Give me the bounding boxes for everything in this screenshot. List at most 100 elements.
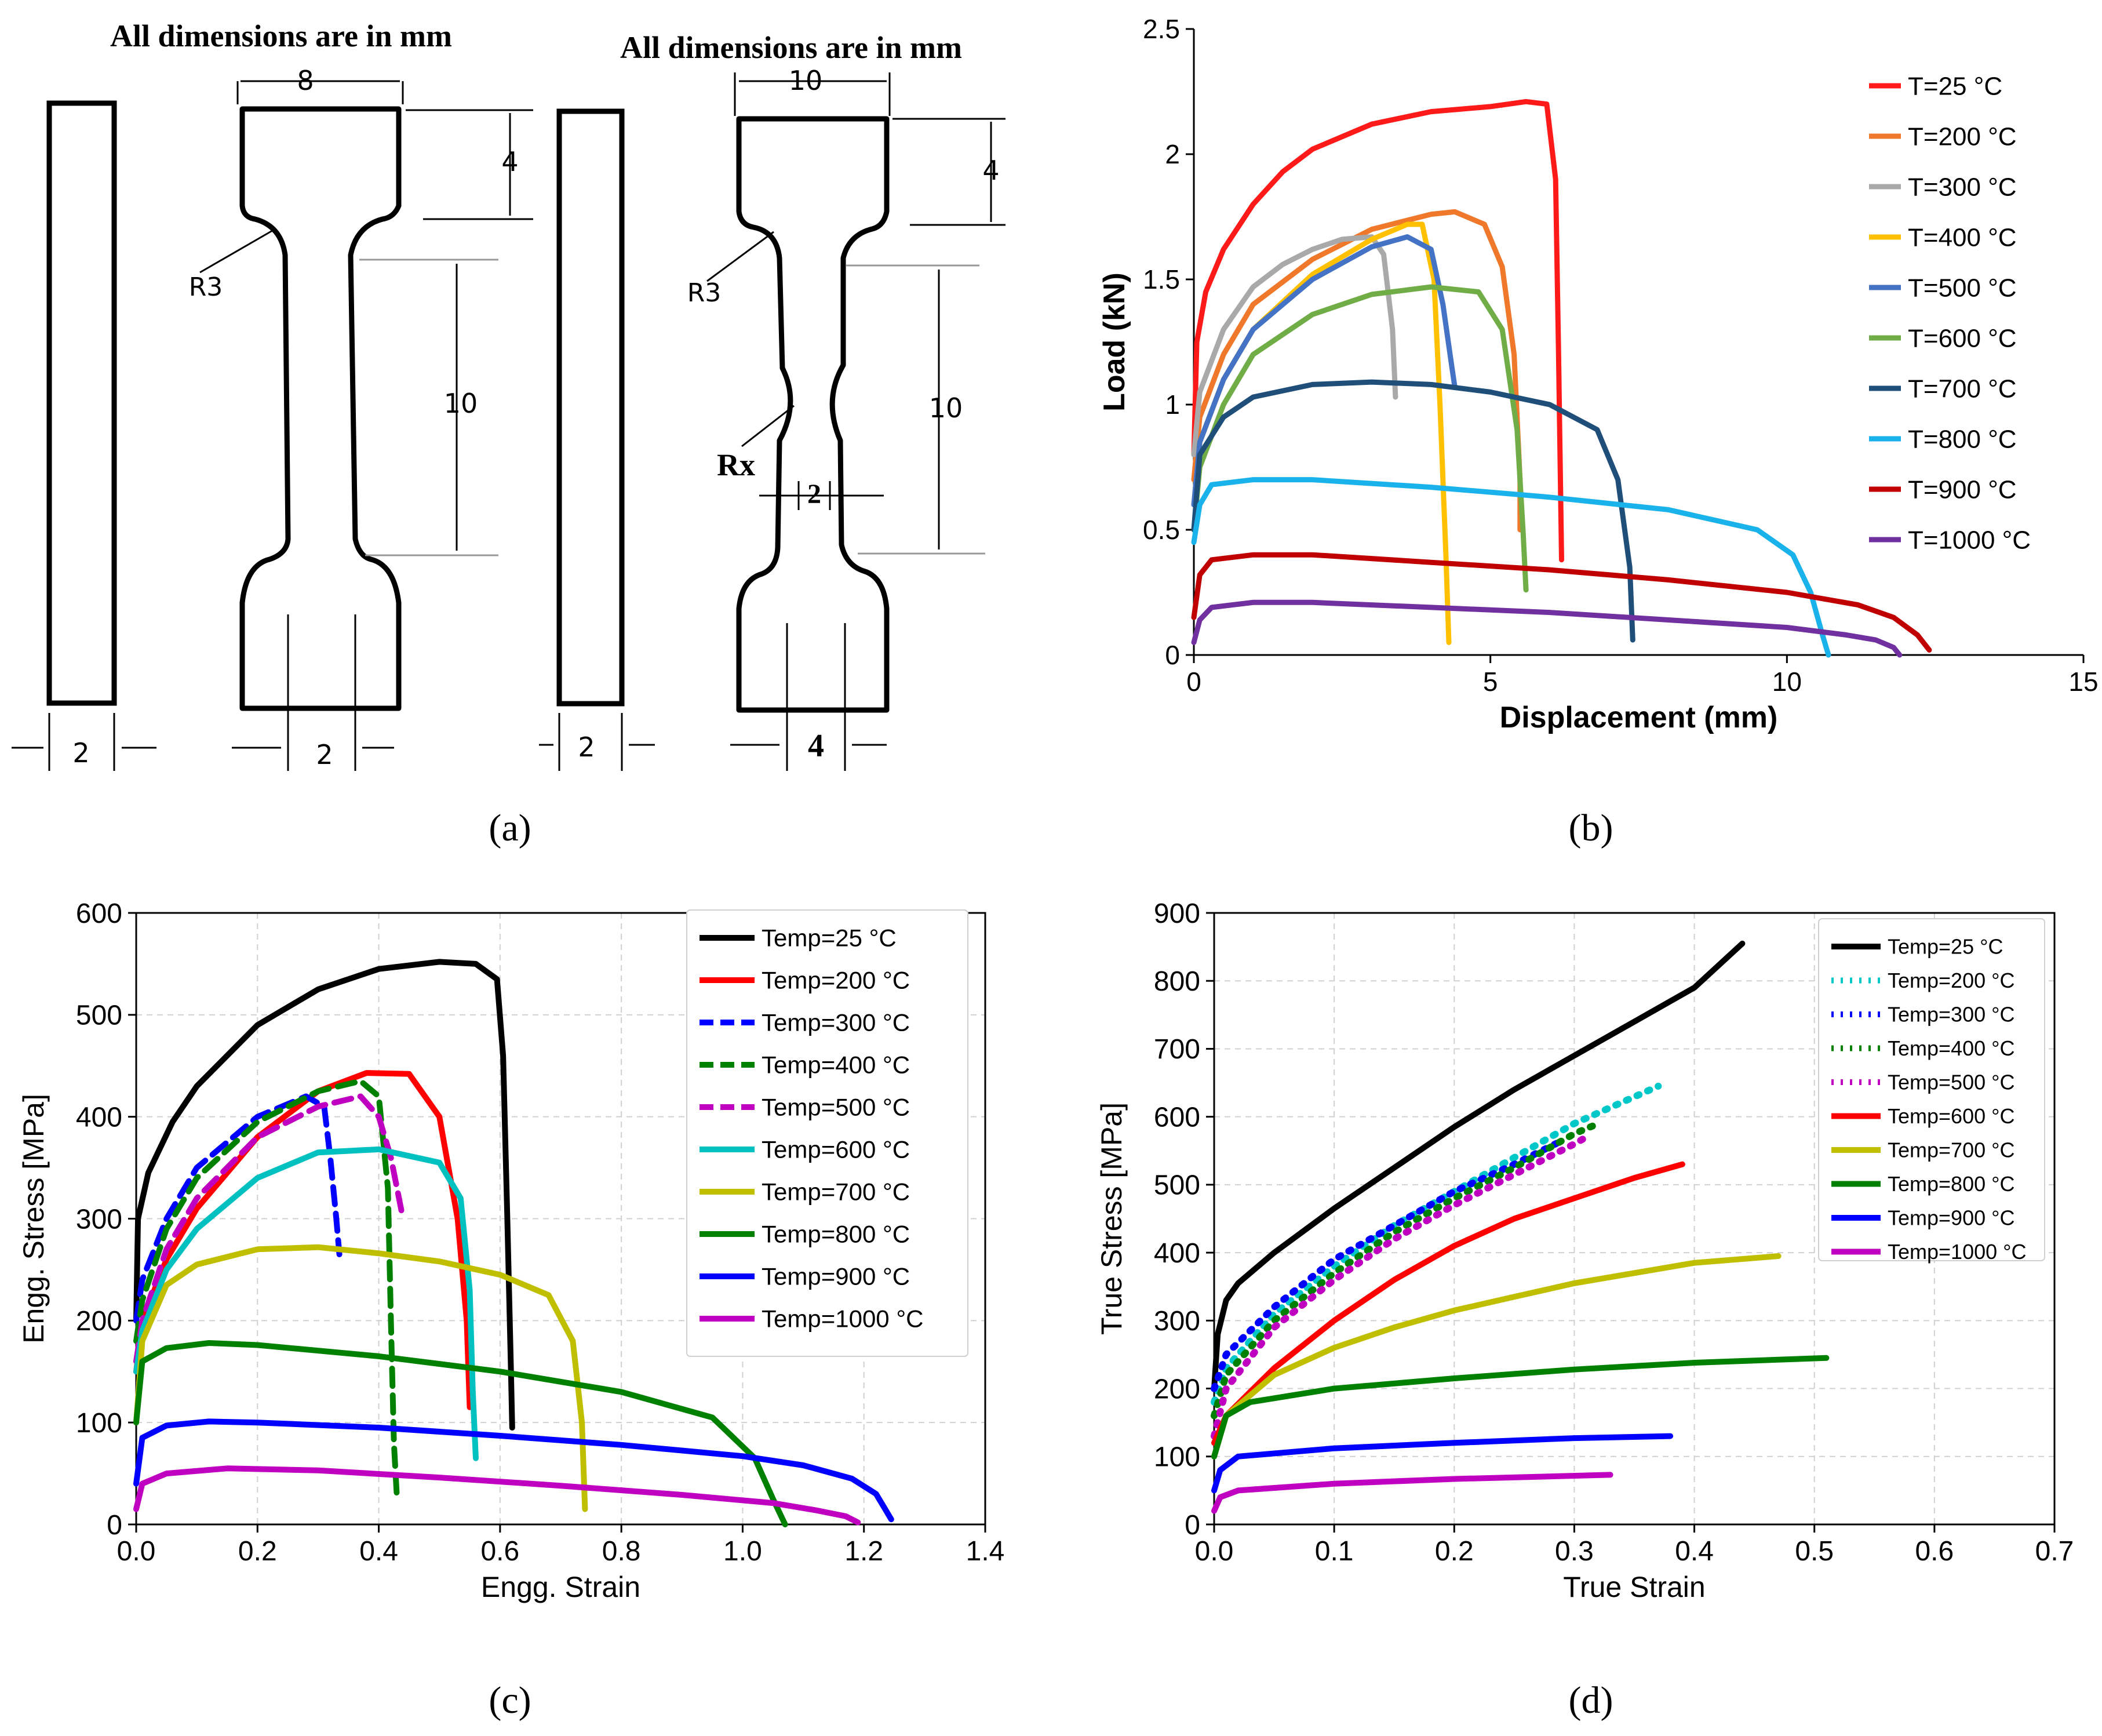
chart-b-y-tick-label: 0 — [1165, 640, 1180, 670]
chart-c-legend-entry-7: Temp=800 °C — [762, 1221, 910, 1248]
chart-c-x-tick-label: 0.0 — [117, 1536, 156, 1567]
chart-c-series-line-8 — [133, 1418, 894, 1523]
chart-d-legend-entry-2: Temp=300 °C — [1888, 1003, 2015, 1027]
chart-c-y-axis-label: Engg. Stress [MPa] — [17, 1094, 50, 1344]
panel-d-chart: 0.0 0.1 0.2 0.3 0.4 0.5 0.6 0.7 0 100 200 300 400 500… — [1095, 898, 2074, 1603]
chart-d-x-tick-label: 0.5 — [1795, 1536, 1834, 1567]
right-gauge-width-label: 4 — [808, 728, 824, 764]
chart-b-series-line-6 — [1191, 379, 1635, 643]
chart-d-y-tick-label: 300 — [1154, 1306, 1200, 1337]
chart-d-x-tick-label: 0.2 — [1435, 1536, 1474, 1567]
chart-d-x-tick-label: 0.0 — [1195, 1536, 1234, 1567]
chart-d-series-line-6 — [1211, 1253, 1782, 1460]
chart-c-x-tick-label: 1.4 — [966, 1536, 1005, 1567]
chart-b-series-line-4 — [1191, 234, 1458, 508]
chart-b-x-tick-label: 10 — [1772, 667, 1802, 697]
chart-b-x-axis-label: Displacement (mm) — [1500, 701, 1778, 734]
right-thickness-label: 2 — [578, 731, 595, 763]
chart-d-legend-entry-4: Temp=500 °C — [1888, 1071, 2015, 1094]
right-gauge-length-label: 10 — [929, 392, 963, 424]
chart-b-legend-entry-4: T=500 °C — [1908, 274, 2017, 302]
chart-d-legend-entry-3: Temp=400 °C — [1888, 1036, 2015, 1060]
chart-c-series-line-6 — [133, 1244, 588, 1512]
chart-c-legend-entry-2: Temp=300 °C — [762, 1009, 910, 1036]
chart-c-legend-entry-6: Temp=700 °C — [762, 1178, 910, 1206]
chart-c-legend-entry-3: Temp=400 °C — [762, 1051, 910, 1079]
chart-b-legend-entry-1: T=200 °C — [1908, 122, 2017, 151]
chart-d-legend-entry-9: Temp=1000 °C — [1888, 1240, 2027, 1264]
notch-width-label: 2 — [807, 479, 821, 509]
chart-b-series-line-9 — [1191, 599, 1903, 658]
chart-c-y-tick-label: 100 — [76, 1408, 122, 1439]
chart-d-x-tick-label: 0.1 — [1315, 1536, 1354, 1567]
right-side-view — [556, 108, 625, 707]
chart-c-legend-entry-0: Temp=25 °C — [762, 925, 897, 952]
panel-c-chart: 0.0 0.2 0.4 0.6 0.8 1.0 1.2 1.4 0 100 200 300 400 500… — [17, 898, 1004, 1603]
panel-a-label: (a) — [489, 807, 531, 849]
panel-b-label: (b) — [1569, 807, 1613, 849]
chart-d-legend-entry-7: Temp=800 °C — [1888, 1172, 2015, 1196]
chart-d-legend-box — [1818, 918, 2045, 1261]
chart-c-y-tick-label: 400 — [76, 1102, 122, 1133]
panel-c-label: (c) — [489, 1679, 531, 1722]
right-radius-label: R3 — [687, 278, 722, 308]
left-width-label: 8 — [297, 65, 314, 96]
chart-c-series-line-4 — [133, 1093, 406, 1364]
chart-c-x-tick-label: 1.0 — [723, 1536, 762, 1567]
chart-c-series-line-5 — [133, 1146, 479, 1461]
chart-b-legend-entry-3: T=400 °C — [1908, 223, 2017, 252]
chart-c-y-tick-label: 0 — [107, 1510, 122, 1541]
chart-d-y-tick-label: 600 — [1154, 1102, 1200, 1133]
chart-c-series-line-9 — [133, 1465, 861, 1526]
chart-c-x-tick-label: 0.6 — [480, 1536, 519, 1567]
left-radius-label: R3 — [189, 272, 223, 302]
chart-b-y-axis-label: Load (kN) — [1098, 272, 1131, 412]
right-notched-specimen — [736, 116, 890, 713]
chart-d-y-tick-label: 400 — [1154, 1238, 1200, 1269]
chart-d-legend-entry-6: Temp=700 °C — [1888, 1138, 2015, 1162]
chart-b-legend-entry-5: T=600 °C — [1908, 324, 2017, 352]
chart-b-series-line-5 — [1191, 284, 1529, 593]
chart-b-series-line-2 — [1191, 234, 1398, 457]
chart-d-y-tick-label: 700 — [1154, 1034, 1200, 1065]
chart-d-y-tick-label: 100 — [1154, 1442, 1200, 1473]
chart-c-legend-entry-5: Temp=600 °C — [762, 1136, 910, 1163]
chart-b-series-line-8 — [1191, 552, 1932, 653]
panel-a: All dimensions are in mm All dimensions … — [12, 19, 1006, 849]
left-gauge-length-label: 10 — [444, 388, 478, 419]
chart-d-y-tick-label: 900 — [1154, 898, 1200, 929]
chart-d-legend-entry-8: Temp=900 °C — [1888, 1206, 2015, 1230]
chart-b-x-tick-label: 0 — [1186, 667, 1201, 697]
notch-radius-label: Rx — [717, 447, 755, 482]
chart-d-legend-entry-1: Temp=200 °C — [1888, 969, 2015, 992]
chart-d-x-tick-label: 0.4 — [1675, 1536, 1714, 1567]
panel-d-label: (d) — [1569, 1679, 1613, 1722]
chart-b-legend-entry-7: T=800 °C — [1908, 425, 2017, 453]
chart-d-series-line-4 — [1211, 1133, 1590, 1440]
chart-d-y-tick-label: 800 — [1154, 966, 1200, 997]
chart-b-series-line-1 — [1191, 209, 1523, 533]
chart-c-x-axis-label: Engg. Strain — [481, 1571, 640, 1603]
chart-d-series-line-2 — [1211, 1137, 1566, 1392]
chart-d-series-line-8 — [1211, 1433, 1674, 1494]
chart-d-x-tick-label: 0.3 — [1555, 1536, 1594, 1567]
chart-b-x-tick-label: 15 — [2068, 667, 2098, 697]
chart-c-legend-entry-1: Temp=200 °C — [762, 967, 910, 994]
chart-b-legend-entry-8: T=900 °C — [1908, 475, 2017, 504]
chart-d-y-tick-label: 500 — [1154, 1170, 1200, 1201]
chart-b-y-tick-label: 2 — [1165, 139, 1180, 169]
panel-b-chart: 0 5 10 15 0 0.5 1 1.5 2 2.5 Displacement (mm) Load … — [1098, 14, 2099, 734]
chart-c-y-tick-label: 500 — [76, 1000, 122, 1031]
chart-d-series-line-9 — [1211, 1472, 1613, 1514]
left-dimension-lines — [12, 80, 533, 771]
chart-c-y-tick-label: 600 — [76, 898, 122, 929]
chart-c-legend-entry-9: Temp=1000 °C — [762, 1305, 923, 1333]
chart-d-series-line-0 — [1211, 940, 1746, 1392]
left-dimension-note: All dimensions are in mm — [110, 19, 452, 53]
chart-c-legend-entry-4: Temp=500 °C — [762, 1094, 910, 1121]
chart-b-y-tick-label: 2.5 — [1143, 14, 1180, 44]
chart-b-series-line-0 — [1191, 99, 1564, 563]
chart-b-legend-entry-6: T=700 °C — [1908, 374, 2017, 403]
chart-b-x-tick-label: 5 — [1483, 667, 1498, 697]
